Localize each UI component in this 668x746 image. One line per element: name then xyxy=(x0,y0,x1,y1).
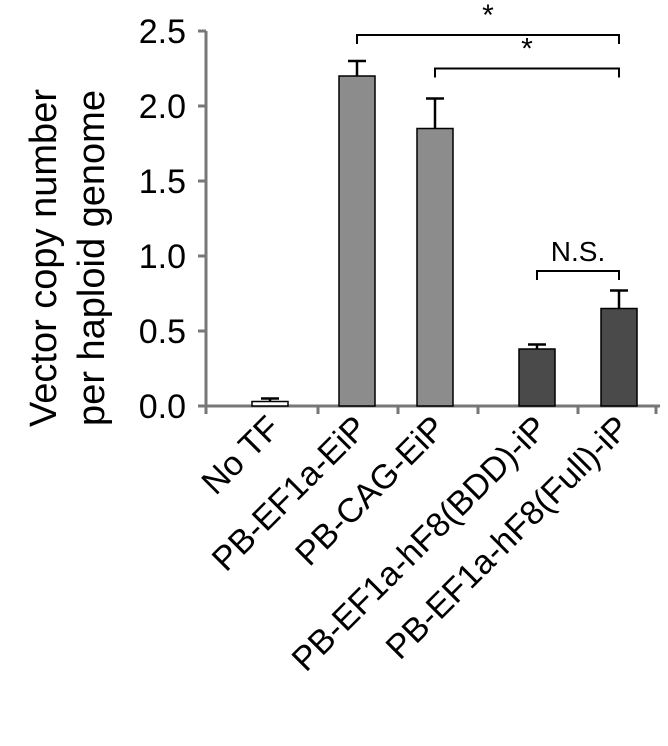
y-tick-label-1: 0.5 xyxy=(139,313,186,351)
bar-2 xyxy=(416,127,454,407)
bar-1 xyxy=(338,75,376,407)
y-tick-label-5: 2.5 xyxy=(139,13,186,51)
bar-4 xyxy=(600,307,638,407)
bar-3 xyxy=(518,348,556,407)
y-tick-label-0: 0.0 xyxy=(139,388,186,426)
significance-bracket-1 xyxy=(434,67,620,78)
significance-label-2: N.S. xyxy=(551,236,605,267)
significance-label-0: * xyxy=(482,0,494,32)
y-axis-label-line2: per haploid genome xyxy=(71,90,113,426)
y-tick-label-3: 1.5 xyxy=(139,163,186,201)
y-axis-label-line1: Vector copy number xyxy=(23,89,65,427)
significance-bracket-0 xyxy=(356,34,620,44)
plot-area: 0.00.51.01.52.02.5No TFPB-EF1a-EiPPB-CAG… xyxy=(139,0,660,679)
y-tick-label-4: 2.0 xyxy=(139,88,186,126)
y-tick-label-2: 1.0 xyxy=(139,238,186,276)
significance-label-1: * xyxy=(521,33,533,66)
significance-bracket-2 xyxy=(536,270,620,280)
bar-0 xyxy=(251,400,289,407)
